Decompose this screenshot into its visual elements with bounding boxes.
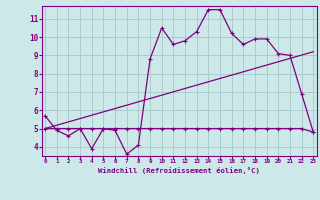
X-axis label: Windchill (Refroidissement éolien,°C): Windchill (Refroidissement éolien,°C) bbox=[98, 167, 260, 174]
